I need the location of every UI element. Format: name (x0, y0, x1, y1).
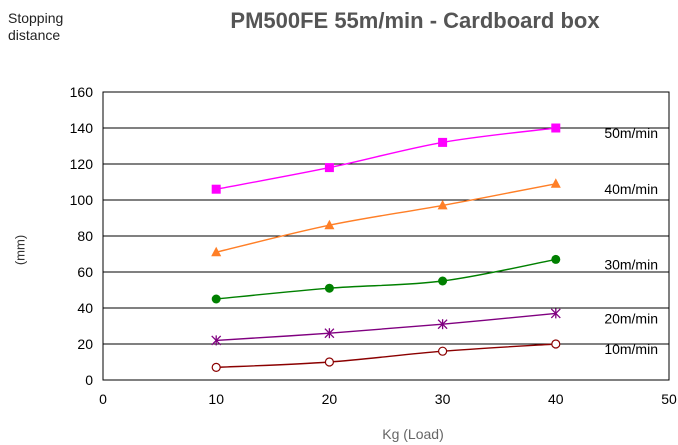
x-tick-label: 20 (322, 391, 338, 407)
x-tick-label: 0 (99, 391, 107, 407)
y-tick-label: 0 (85, 372, 93, 388)
series-label: 30m/min (604, 256, 658, 272)
series-label: 50m/min (604, 125, 658, 141)
data-point (551, 339, 561, 349)
y-tick-label: 120 (70, 156, 94, 172)
data-point (211, 362, 221, 372)
data-point (438, 276, 448, 286)
stopping-distance-note: Stopping distance (8, 10, 63, 44)
data-point (324, 163, 334, 173)
series-10m-min: 10m/min (211, 339, 658, 372)
y-tick-label: 20 (77, 336, 93, 352)
series-line (216, 183, 556, 253)
data-point (211, 294, 221, 304)
data-point (437, 319, 448, 330)
data-point (324, 219, 335, 230)
series-50m-min: 50m/min (211, 123, 658, 194)
series-line (216, 258, 556, 300)
y-tick-label: 80 (77, 228, 93, 244)
y-tick-label: 140 (70, 120, 94, 136)
data-point (211, 335, 222, 346)
data-point (324, 328, 335, 339)
y-tick-label: 60 (77, 264, 93, 280)
x-tick-label: 40 (548, 391, 564, 407)
data-point (211, 184, 221, 194)
data-point (324, 357, 334, 367)
y-tick-label: 160 (70, 84, 94, 100)
stopping-distance-note-line2: distance (8, 27, 61, 43)
data-point (550, 308, 561, 319)
data-point (437, 199, 448, 210)
series-30m-min: 30m/min (211, 254, 658, 304)
x-tick-label: 10 (208, 391, 224, 407)
data-point (551, 254, 561, 264)
data-point (438, 137, 448, 147)
data-point (324, 283, 334, 293)
y-tick-label: 100 (70, 192, 94, 208)
chart-title: PM500FE 55m/min - Cardboard box (230, 8, 600, 33)
series-label: 40m/min (604, 181, 658, 197)
x-tick-label: 50 (661, 391, 677, 407)
data-point (550, 178, 561, 188)
stopping-distance-note-line1: Stopping (8, 10, 64, 26)
data-point (551, 123, 561, 133)
data-point (211, 246, 222, 257)
series-40m-min: 40m/min (211, 178, 658, 257)
series-label: 20m/min (604, 310, 658, 326)
series-label: 10m/min (604, 341, 658, 357)
series-line (216, 343, 556, 369)
series-line (216, 312, 556, 342)
y-tick-label: 40 (77, 300, 93, 316)
x-tick-label: 30 (435, 391, 451, 407)
x-axis-label: Kg (Load) (382, 426, 444, 442)
plot-area (102, 91, 670, 381)
data-point (438, 346, 448, 356)
series-20m-min: 20m/min (211, 308, 658, 346)
series-line (216, 127, 556, 190)
